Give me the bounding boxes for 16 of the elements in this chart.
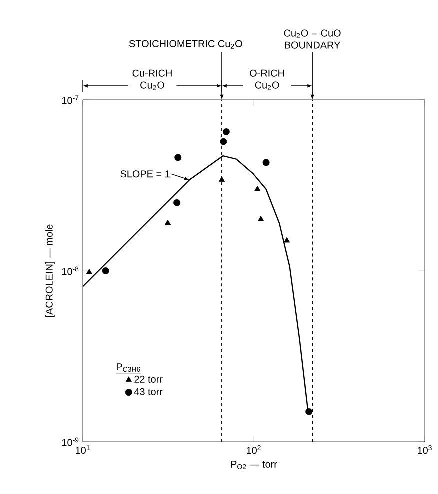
y-tick-label: 10$^{-9}$	[62, 438, 79, 446]
y-axis-title: [ACROLEIN] — mole	[46, 224, 55, 318]
text: Cu-RICH Cu$_{2}$O	[132, 70, 172, 90]
y-tick-label: 10$^{-8}$	[62, 266, 79, 276]
y-tick-label: 10$^{-7}$	[62, 96, 79, 104]
x-tick-label: 10$^{3}$	[418, 446, 432, 454]
legend-label: 22 torr	[134, 376, 163, 383]
ref-line-label: STOICHIOMETRIC Cu$_{2}$O	[129, 40, 242, 49]
x-axis-title: P$_{O2}$ — torr	[231, 460, 278, 470]
legend-title: P$_{C3H6}$	[116, 364, 140, 372]
x-tick-label: 10$^{2}$	[247, 446, 261, 454]
legend-label: 43 torr	[134, 388, 163, 396]
ref-line-label: Cu$_{2}$O – CuO BOUNDARY	[284, 30, 341, 49]
annotation: SLOPE = 1	[120, 170, 170, 178]
text: O-RICH Cu$_{2}$O	[250, 70, 284, 90]
x-tick-label: 10$^{1}$	[76, 446, 90, 454]
